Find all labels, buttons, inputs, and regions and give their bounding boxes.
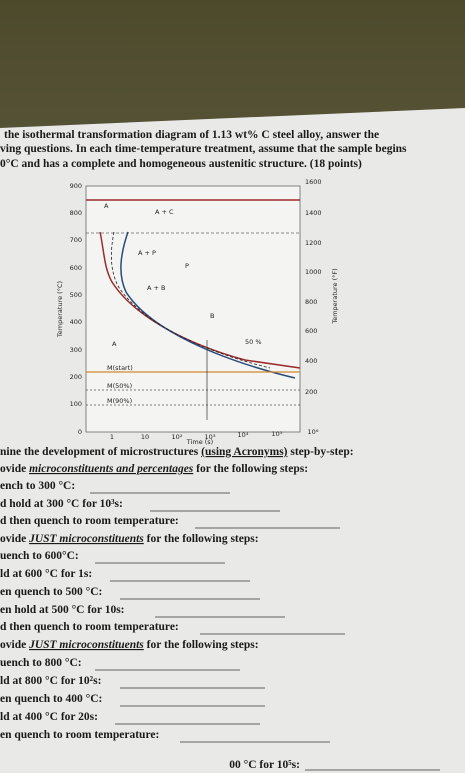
text-span: ovide <box>0 639 29 651</box>
figure: Temperature (°C) Temperature (°F) Time (… <box>56 178 339 446</box>
y2-tick-label: 600 <box>305 327 317 335</box>
region-label: A + B <box>147 284 165 292</box>
step: uench to 800 °C: <box>0 657 82 669</box>
region-label: M(90%) <box>107 397 132 405</box>
y2-tick-label: 1400 <box>305 209 322 217</box>
finish-curve <box>120 231 296 379</box>
instruction-line: ovide JUST microconstituents for the fol… <box>0 639 259 651</box>
y-tick-label: 700 <box>70 236 82 244</box>
step: ench to 300 °C: <box>0 480 75 492</box>
text-span: ovide <box>0 463 29 475</box>
y-tick-label: 200 <box>70 373 82 381</box>
region-label: M(start) <box>107 364 133 372</box>
start-curve <box>99 231 301 369</box>
text-span: ovide <box>0 533 29 545</box>
text-span: JUST microconstituents <box>28 533 144 545</box>
question-line: 0°C and has a complete and homogeneous a… <box>0 158 362 170</box>
question: the isothermal transformation diagram of… <box>0 129 407 170</box>
step: en hold at 500 °C for 10s: <box>0 604 125 616</box>
y-tick-label: 600 <box>70 264 82 272</box>
y-tick-label: 300 <box>70 346 82 354</box>
step: ld at 600 °C for 1s: <box>0 568 92 580</box>
region-label: B <box>210 312 214 320</box>
step: en quench to room temperature: <box>0 729 159 741</box>
y2-tick-label: 400 <box>305 357 317 365</box>
x-label: Time (s) <box>186 438 213 446</box>
y-label: Temperature (°C) <box>56 281 64 338</box>
plot-area <box>85 185 301 433</box>
question-line: the isothermal transformation diagram of… <box>4 129 379 141</box>
step: 00 °C for 10⁵s: <box>229 759 300 771</box>
instruction-line: nine the development of microstructures … <box>0 446 354 458</box>
step: en quench to 400 °C: <box>0 693 102 705</box>
y-tick-label: 900 <box>70 182 82 190</box>
text-span: nine the development of microstructures <box>0 446 201 458</box>
text-span: step-by-step: <box>288 446 354 458</box>
step: ld at 800 °C for 10²s: <box>0 675 101 687</box>
region-label: P <box>185 262 189 270</box>
y2-label: Temperature (°F) <box>331 268 339 324</box>
half-curve <box>110 231 271 369</box>
x-tick-label: 10² <box>172 433 183 441</box>
y2-tick-label: 1200 <box>305 239 322 247</box>
x-tick-label: 10⁴ <box>238 431 249 439</box>
region-label: A + P <box>138 249 156 257</box>
y-tick-label: 0 <box>78 428 82 436</box>
region-label: A + C <box>155 208 174 216</box>
x-tick-label: 1 <box>110 433 114 441</box>
y2-tick-label: 200 <box>305 388 317 396</box>
element: Temperature (°C) Temperature (°F) Time (… <box>56 178 339 446</box>
region-label: 50 % <box>245 338 262 346</box>
y-tick-label: 500 <box>70 291 82 299</box>
text-span: JUST microconstituents <box>28 639 144 651</box>
step: d then quench to room temperature: <box>0 515 179 527</box>
instruction-line: ovide JUST microconstituents for the fol… <box>0 533 259 545</box>
step: d then quench to room temperature: <box>0 621 179 633</box>
x-tick-label: 10⁶ <box>308 428 319 436</box>
step: uench to 600°C: <box>0 550 79 562</box>
step: d hold at 300 °C for 10³s: <box>0 498 123 510</box>
y2-tick-label: 1600 <box>305 178 322 186</box>
text-span: microconstituents and percentages <box>29 463 194 475</box>
instruction-line: ovide microconstituents and percentages … <box>0 463 308 475</box>
text-span: for the following steps: <box>144 533 259 545</box>
region-label: M(50%) <box>107 382 132 390</box>
y-tick-label: 800 <box>70 209 82 217</box>
question-line: ving questions. In each time-temperature… <box>0 143 407 155</box>
y-tick-label: 400 <box>70 318 82 326</box>
step: ld at 400 °C for 20s: <box>0 711 98 723</box>
instructions: nine the development of microstructures … <box>0 446 354 771</box>
text-span: for the following steps: <box>193 463 308 475</box>
step: en quench to 500 °C: <box>0 586 102 598</box>
y2-tick-label: 800 <box>305 298 317 306</box>
region-label: A <box>112 340 117 348</box>
text-span: for the following steps: <box>144 639 259 651</box>
x-tick-label: 10³ <box>205 433 216 441</box>
x-tick-label: 10⁵ <box>272 430 283 438</box>
answer-lines <box>90 492 440 771</box>
region-label: A <box>104 202 109 210</box>
y-tick-label: 100 <box>70 400 82 408</box>
y2-tick-label: 1000 <box>305 268 322 276</box>
x-tick-label: 10 <box>141 433 149 441</box>
text-span: (using Acronyms) <box>201 446 288 458</box>
